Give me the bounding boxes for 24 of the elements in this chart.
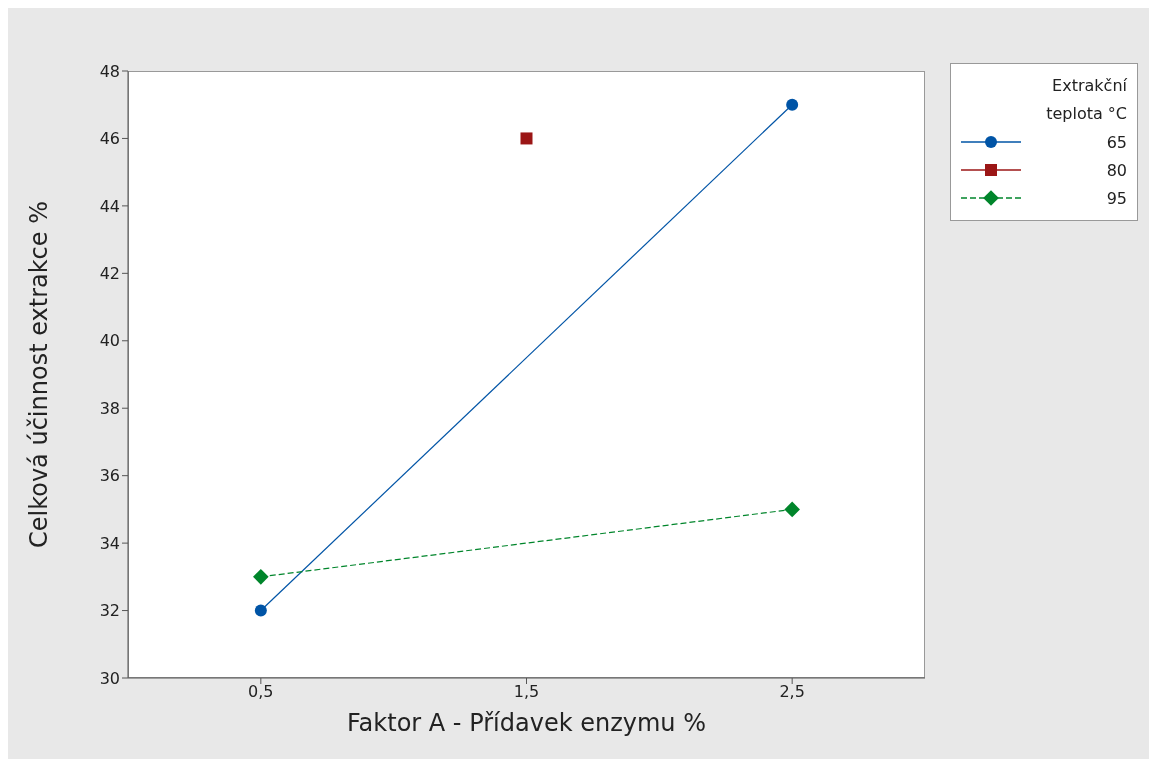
x-axis-title: Faktor A - Přídavek enzymu % bbox=[347, 709, 706, 737]
point bbox=[253, 569, 269, 585]
x-tick-label: 1,5 bbox=[513, 682, 540, 702]
text: 80 bbox=[1106, 160, 1127, 180]
y-tick-label: 36 bbox=[99, 466, 120, 486]
y-tick-label: 30 bbox=[99, 668, 120, 688]
x-tick-label: 0,5 bbox=[248, 682, 274, 702]
y-tick-label: 44 bbox=[99, 196, 120, 216]
y-tick-label: 40 bbox=[99, 331, 120, 351]
y-tick-label: 32 bbox=[99, 601, 120, 621]
y-tick-label: 42 bbox=[99, 264, 120, 284]
y-tick-label: 48 bbox=[99, 61, 120, 81]
point bbox=[520, 132, 533, 145]
text: 65 bbox=[1106, 132, 1127, 152]
text: 95 bbox=[1106, 188, 1127, 208]
x-tick-label: 2,5 bbox=[779, 682, 805, 702]
y-axis-title: Celková účinnost extrakce % bbox=[24, 200, 53, 549]
legend-title: Extrakční teplota °C bbox=[1045, 75, 1127, 125]
point bbox=[784, 501, 800, 518]
point bbox=[254, 604, 267, 617]
y-tick-label: 46 bbox=[99, 129, 120, 149]
y-tick-label: 34 bbox=[99, 533, 120, 553]
y-tick-label: 38 bbox=[99, 398, 120, 418]
point bbox=[786, 98, 799, 111]
